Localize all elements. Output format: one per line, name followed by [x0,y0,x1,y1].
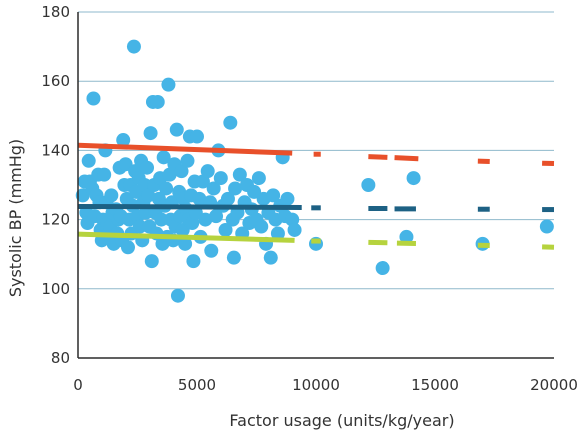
data-point [116,133,131,148]
data-point [159,181,174,196]
data-point [174,164,189,179]
data-point [204,243,219,258]
x-tick-label: 10000 [292,376,340,394]
data-point [266,188,281,203]
y-tick-label: 180 [41,3,70,21]
x-axis-label: Factor usage (units/kg/year) [229,411,454,430]
data-point [120,240,135,255]
data-point [140,160,155,175]
data-point [361,178,376,192]
y-tick-label: 120 [41,211,70,229]
middle-trend-line [77,203,302,210]
axes [77,12,554,359]
data-point [218,222,233,237]
data-point [156,150,171,165]
data-point [97,167,112,182]
upper-trend-dash [394,155,419,162]
lower-trend-line [77,231,295,243]
data-point [143,126,158,141]
data-point [399,229,414,244]
data-point [104,188,119,203]
data-point [223,115,238,130]
data-point [126,39,141,54]
y-axis-label: Systolic BP (mmHg) [6,139,25,297]
x-tick-label: 5000 [178,376,216,394]
data-point [206,181,221,196]
data-point [280,191,295,206]
trend-lines [77,142,555,250]
data-point [198,212,213,227]
y-tick-labels: 80 100 120 140 160 180 [41,3,70,367]
data-point [228,181,243,196]
data-point [150,94,165,109]
data-point [144,254,159,269]
x-tick-label: 15000 [411,376,459,394]
y-tick-label: 140 [41,141,70,159]
data-point [180,153,195,168]
data-point [209,209,224,224]
data-point [200,164,215,179]
data-point [190,129,204,144]
data-point [213,171,228,186]
x-tick-label: 20000 [530,376,578,394]
data-point [270,226,285,241]
y-tick-label: 80 [51,349,70,367]
data-point [254,219,269,234]
data-point [287,222,302,237]
upper-trend-line [77,142,293,156]
data-point [263,250,278,265]
data-point [539,219,554,234]
data-points [75,39,554,303]
x-tick-label: 0 [73,376,83,394]
data-point [141,188,156,203]
data-point [375,261,390,276]
y-tick-label: 100 [41,280,70,298]
data-point [178,236,193,251]
data-point [406,171,421,186]
data-point [251,171,266,186]
data-point [161,77,176,92]
data-point [232,167,247,182]
data-point [86,91,101,106]
y-tick-label: 160 [41,72,70,90]
data-point [170,288,185,303]
data-point [192,191,207,206]
data-point [81,153,96,168]
data-point [169,122,184,137]
data-point [220,191,235,206]
x-tick-labels: 0 5000 10000 15000 20000 [73,376,578,394]
data-point [186,254,201,269]
data-point [226,250,241,265]
upper-trend-dash [368,154,388,160]
